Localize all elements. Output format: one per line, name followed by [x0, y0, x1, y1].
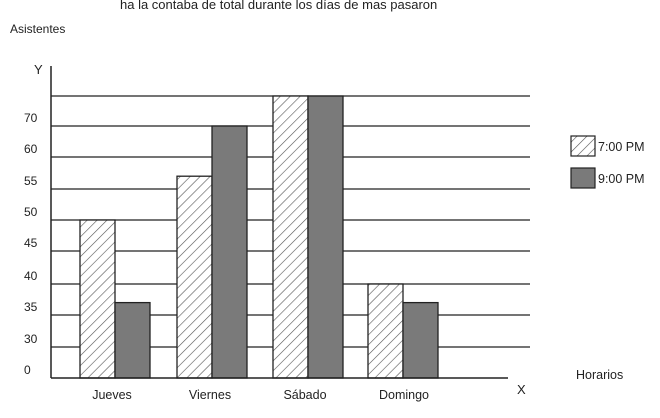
- bar-7pm-sábado: [272, 95, 309, 379]
- y-tick-label: 0: [24, 363, 31, 377]
- category-label: Jueves: [92, 388, 132, 402]
- cropped-header-text: ha la contaba de total durante los días …: [120, 0, 437, 12]
- bar-7pm-domingo: [367, 283, 404, 379]
- bar-7pm-jueves: [79, 219, 116, 379]
- category-label: Sábado: [283, 388, 326, 402]
- y-tick-label: 45: [24, 236, 38, 250]
- y-axis-title: Asistentes: [10, 22, 65, 36]
- y-tick-label: 35: [24, 300, 38, 314]
- y-tick-label: 50: [24, 205, 38, 219]
- axes: [50, 66, 508, 379]
- category-label: Viernes: [189, 388, 231, 402]
- bar-9pm-domingo: [402, 301, 439, 379]
- x-axis-letter: X: [517, 382, 526, 397]
- y-tick-labels: 0 30 35 40 45 50 55 60 70: [24, 111, 38, 377]
- y-axis-letter: Y: [34, 62, 43, 77]
- y-tick-label: 70: [24, 111, 38, 125]
- category-label: Domingo: [379, 388, 429, 402]
- legend-swatch-7pm: [570, 135, 596, 157]
- y-tick-label: 40: [24, 269, 38, 283]
- bar-9pm-jueves: [114, 301, 151, 379]
- legend-swatch-9pm: [570, 167, 596, 189]
- bar-7pm-viernes: [176, 175, 213, 379]
- bar-9pm-sábado: [307, 95, 344, 379]
- legend: 7:00 PM 9:00 PM: [570, 135, 645, 189]
- y-tick-label: 60: [24, 142, 38, 156]
- legend-label: 7:00 PM: [598, 140, 645, 154]
- bar-9pm-viernes: [211, 125, 248, 379]
- legend-label: 9:00 PM: [598, 172, 645, 186]
- y-tick-label: 55: [24, 174, 38, 188]
- x-axis-title: Horarios: [576, 368, 623, 382]
- bars: [79, 95, 439, 379]
- y-tick-label: 30: [24, 332, 38, 346]
- category-labels: Jueves Viernes Sábado Domingo: [92, 388, 429, 402]
